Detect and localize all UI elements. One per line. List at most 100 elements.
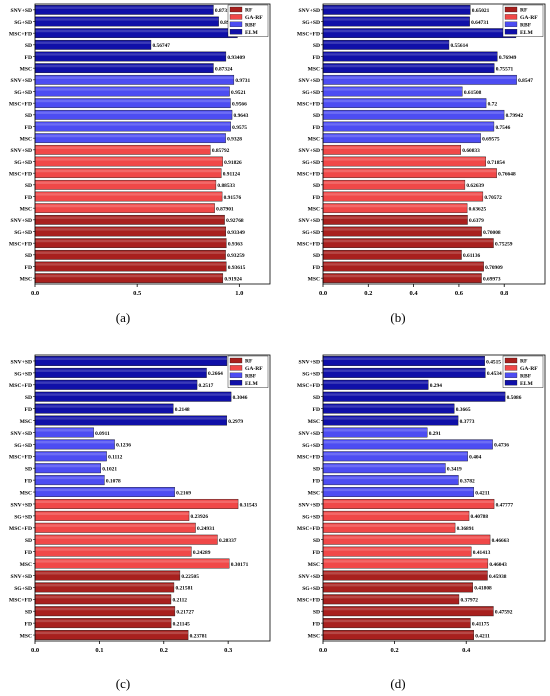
category-tick-label: SD — [25, 113, 32, 119]
data-label: 0.91124 — [223, 171, 241, 177]
category-tick-label: FD — [313, 265, 320, 271]
bar-rf-sd — [322, 606, 494, 617]
data-label: 0.3046 — [233, 395, 248, 401]
category-tick-label: SNV+SD — [298, 218, 320, 224]
bar-highlight — [323, 476, 459, 480]
bar-highlight — [35, 357, 227, 361]
bar-elm-sd — [322, 391, 506, 402]
bar-elm-sd — [34, 391, 232, 402]
bar-highlight — [35, 452, 107, 456]
x-tick-label: 0.6 — [455, 290, 464, 297]
category-tick-label: SG+SD — [302, 443, 320, 449]
category-tick-label: SD — [25, 43, 32, 49]
category-tick-label: SD — [25, 467, 32, 473]
category-tick-label: MSC — [20, 633, 32, 639]
bar-highlight — [323, 441, 493, 444]
bar-highlight — [35, 429, 94, 432]
x-tick-label: 0.4 — [410, 290, 419, 297]
bar-highlight — [323, 169, 497, 173]
category-tick-label: SD — [313, 610, 320, 616]
data-label: 0.70008 — [483, 230, 501, 236]
data-label: 0.1236 — [116, 443, 131, 449]
data-label: 0.4211 — [475, 633, 490, 639]
category-tick-label: SNV+SD — [298, 574, 320, 580]
data-label: 0.404 — [469, 455, 481, 461]
legend-label: RBF — [245, 373, 257, 379]
data-label: 0.3419 — [447, 467, 462, 473]
category-tick-label: MSC — [308, 633, 320, 639]
bar-highlight — [35, 619, 172, 623]
bar-highlight — [323, 29, 516, 33]
panel-label-d: (d) — [390, 676, 406, 691]
plot-frame — [34, 354, 271, 642]
data-label: 0.61136 — [463, 253, 481, 259]
category-tick-label: MSC — [20, 419, 32, 425]
data-label: 0.3782 — [460, 478, 475, 484]
category-tick-label: MSC+FD — [9, 172, 32, 178]
data-label: 0.60833 — [462, 148, 480, 154]
category-tick-label: SD — [25, 610, 32, 616]
data-label: 0.87324 — [215, 66, 233, 72]
legend-swatch-elm — [504, 29, 518, 35]
bar-highlight — [323, 239, 494, 243]
data-label: 0.62639 — [466, 183, 484, 189]
category-tick-label: MSC+FD — [297, 242, 320, 248]
category-tick-label: SNV+SD — [10, 78, 32, 84]
bar-highlight — [35, 111, 233, 114]
category-tick-label: SD — [313, 253, 320, 259]
bar-highlight — [323, 251, 462, 254]
category-tick-label: FD — [313, 195, 320, 201]
bar-rbf-msc-fd — [34, 451, 107, 462]
bar-highlight — [35, 500, 239, 504]
category-tick-label: MSC — [308, 137, 320, 143]
data-label: 0.1021 — [102, 467, 117, 473]
data-label: 0.93409 — [227, 55, 245, 61]
bar-rbf-msc — [322, 487, 474, 498]
category-tick-label: SG+SD — [14, 371, 32, 377]
legend-swatch-rbf — [229, 372, 243, 378]
plot-frame — [322, 354, 546, 642]
data-label: 0.294 — [430, 383, 442, 389]
bar-highlight — [323, 619, 471, 623]
data-label: 0.37972 — [460, 598, 478, 604]
category-tick-label: MSC — [20, 277, 32, 283]
bar-ga-rf-sg-sd — [34, 156, 223, 167]
bar-highlight — [35, 193, 223, 196]
data-label: 0.70909 — [485, 265, 503, 271]
category-tick-label: SG+SD — [14, 160, 32, 166]
category-tick-label: MSC+FD — [9, 242, 32, 248]
category-tick-label: SD — [25, 538, 32, 544]
legend-swatch-ga-rf — [229, 14, 243, 20]
bar-ga-rf-fd — [322, 191, 484, 202]
data-label: 0.46663 — [492, 538, 510, 544]
bar-highlight — [323, 536, 491, 539]
category-tick-label: MSC — [20, 207, 32, 213]
category-tick-label: MSC — [20, 137, 32, 143]
category-tick-label: MSC — [308, 207, 320, 213]
bar-elm-fd — [34, 403, 174, 414]
bar-highlight — [35, 464, 101, 468]
bar-highlight — [323, 488, 474, 492]
bar-highlight — [35, 146, 211, 149]
bar-highlight — [35, 417, 227, 420]
bar-ga-rf-sg-sd — [322, 156, 486, 167]
data-label: 0.9566 — [232, 101, 247, 107]
data-label: 0.40788 — [471, 514, 489, 520]
bar-highlight — [35, 548, 192, 551]
bar-highlight — [35, 393, 232, 396]
category-tick-label: SNV+SD — [10, 502, 32, 508]
category-tick-label: MSC+FD — [297, 526, 320, 532]
category-tick-label: MSC+FD — [9, 598, 32, 604]
bar-highlight — [323, 584, 473, 587]
data-label: 0.8547 — [518, 78, 533, 84]
category-tick-label: MSC+FD — [297, 172, 320, 178]
bar-highlight — [35, 263, 227, 266]
bar-highlight — [323, 99, 487, 103]
plot-frame — [34, 3, 271, 285]
bar-highlight — [323, 88, 463, 91]
bar-highlight — [323, 607, 494, 611]
bar-highlight — [323, 631, 474, 635]
x-tick-label: 0.5 — [133, 290, 142, 297]
x-tick-label: 0.2 — [364, 290, 372, 297]
bar-highlight — [35, 216, 225, 219]
